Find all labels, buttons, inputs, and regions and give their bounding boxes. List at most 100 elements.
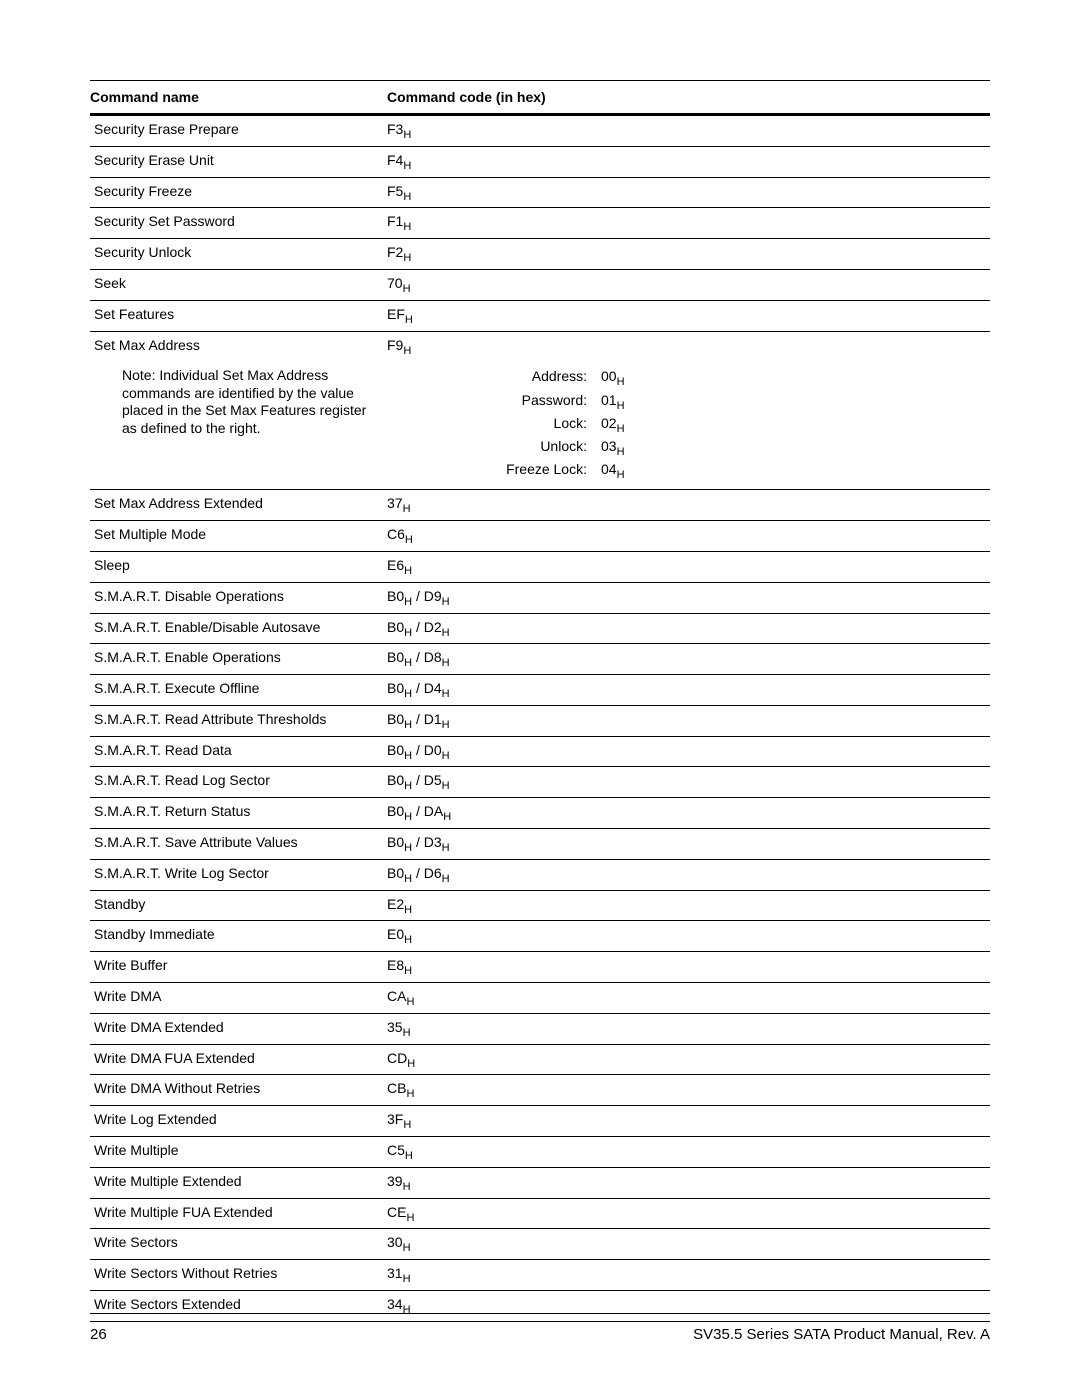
table-row: Write DMA Extended35H [90,1013,990,1044]
table-row: S.M.A.R.T. Read Attribute ThresholdsB0H … [90,705,990,736]
command-name-cell: Set Max Address [90,331,387,361]
command-code-cell: E8H [387,952,990,983]
command-name-cell: S.M.A.R.T. Write Log Sector [90,859,387,890]
command-code-cell: F1H [387,208,990,239]
table-row: Security Erase PrepareF3H [90,115,990,147]
command-code-cell: 30H [387,1229,990,1260]
command-code-cell: F5H [387,177,990,208]
table-row: Security FreezeF5H [90,177,990,208]
table-row: S.M.A.R.T. Write Log SectorB0H / D6H [90,859,990,890]
table-row: Security Erase UnitF4H [90,146,990,177]
command-code-cell: F9H [387,331,990,361]
command-table: Command name Command code (in hex) Secur… [90,80,990,1322]
command-name-cell: Security Erase Prepare [90,115,387,147]
command-code-cell: B0H / D9H [387,582,990,613]
command-code-cell: 70H [387,269,990,300]
command-name-cell: Set Max Address Extended [90,490,387,521]
note-code-line: Unlock:03H [487,437,637,460]
command-name-cell: Set Features [90,300,387,331]
note-code-line: Password:01H [487,391,637,414]
command-name-cell: Write Log Extended [90,1106,387,1137]
table-row: Write Multiple FUA ExtendedCEH [90,1198,990,1229]
command-name-cell: Write Buffer [90,952,387,983]
table-row: Set Max AddressF9H [90,331,990,361]
command-name-cell: Write DMA [90,983,387,1014]
command-code-cell: C5H [387,1137,990,1168]
command-name-cell: Security Erase Unit [90,146,387,177]
command-name-cell: Sleep [90,551,387,582]
command-code-cell: CAH [387,983,990,1014]
command-code-cell: E2H [387,890,990,921]
table-header-row: Command name Command code (in hex) [90,81,990,115]
table-row: Set Multiple ModeC6H [90,521,990,552]
command-name-cell: Write Multiple [90,1137,387,1168]
command-name-cell: Standby Immediate [90,921,387,952]
command-name-cell: S.M.A.R.T. Read Log Sector [90,767,387,798]
table-row: S.M.A.R.T. Enable/Disable AutosaveB0H / … [90,613,990,644]
table-row: Write Log Extended3FH [90,1106,990,1137]
table-row: Write DMA Without RetriesCBH [90,1075,990,1106]
table-row: Set FeaturesEFH [90,300,990,331]
note-code-line: Address:00H [487,367,637,390]
table-row: Security UnlockF2H [90,239,990,270]
command-code-cell: CEH [387,1198,990,1229]
command-code-cell: EFH [387,300,990,331]
command-name-cell: S.M.A.R.T. Execute Offline [90,675,387,706]
command-code-cell: F4H [387,146,990,177]
page-footer: 26 SV35.5 Series SATA Product Manual, Re… [90,1313,990,1343]
command-code-cell: 31H [387,1260,990,1291]
command-name-cell: Write DMA Extended [90,1013,387,1044]
command-name-cell: Write DMA Without Retries [90,1075,387,1106]
table-row: S.M.A.R.T. Read DataB0H / D0H [90,736,990,767]
command-code-cell: CBH [387,1075,990,1106]
command-code-cell: B0H / D1H [387,705,990,736]
table-row: Standby ImmediateE0H [90,921,990,952]
note-text: Note: Individual Set Max Address command… [90,361,387,489]
command-code-cell: B0H / D8H [387,644,990,675]
command-name-cell: Standby [90,890,387,921]
note-row: Note: Individual Set Max Address command… [90,361,990,489]
command-name-cell: S.M.A.R.T. Enable Operations [90,644,387,675]
command-name-cell: S.M.A.R.T. Read Attribute Thresholds [90,705,387,736]
command-name-cell: Security Freeze [90,177,387,208]
table-row: Set Max Address Extended37H [90,490,990,521]
command-name-cell: S.M.A.R.T. Return Status [90,798,387,829]
command-code-cell: B0H / D2H [387,613,990,644]
command-code-cell: B0H / D0H [387,736,990,767]
footer-title: SV35.5 Series SATA Product Manual, Rev. … [693,1326,990,1343]
note-code-line: Lock:02H [487,414,637,437]
table-body: Security Erase PrepareF3HSecurity Erase … [90,115,990,1322]
command-code-cell: F3H [387,115,990,147]
table-row: Write DMACAH [90,983,990,1014]
note-code-line: Freeze Lock:04H [487,460,637,483]
command-name-cell: S.M.A.R.T. Read Data [90,736,387,767]
command-name-cell: S.M.A.R.T. Disable Operations [90,582,387,613]
command-name-cell: Write Multiple Extended [90,1167,387,1198]
header-command-name: Command name [90,81,387,115]
command-code-cell: B0H / D6H [387,859,990,890]
table-row: Write Multiple Extended39H [90,1167,990,1198]
command-code-cell: C6H [387,521,990,552]
command-name-cell: Write DMA FUA Extended [90,1044,387,1075]
command-name-cell: Seek [90,269,387,300]
command-name-cell: Write Sectors [90,1229,387,1260]
table-row: S.M.A.R.T. Return StatusB0H / DAH [90,798,990,829]
command-name-cell: Write Multiple FUA Extended [90,1198,387,1229]
page-number: 26 [90,1326,107,1343]
table-row: S.M.A.R.T. Save Attribute ValuesB0H / D3… [90,829,990,860]
table-row: Write DMA FUA ExtendedCDH [90,1044,990,1075]
table-row: S.M.A.R.T. Execute OfflineB0H / D4H [90,675,990,706]
command-name-cell: Security Set Password [90,208,387,239]
command-code-cell: 3FH [387,1106,990,1137]
command-name-cell: Security Unlock [90,239,387,270]
command-code-cell: B0H / D3H [387,829,990,860]
header-command-code: Command code (in hex) [387,81,990,115]
table-row: SleepE6H [90,551,990,582]
table-row: StandbyE2H [90,890,990,921]
table-row: S.M.A.R.T. Disable OperationsB0H / D9H [90,582,990,613]
table-row: Write BufferE8H [90,952,990,983]
command-code-cell: B0H / D4H [387,675,990,706]
command-name-cell: S.M.A.R.T. Save Attribute Values [90,829,387,860]
table-row: S.M.A.R.T. Read Log SectorB0H / D5H [90,767,990,798]
command-code-cell: 39H [387,1167,990,1198]
